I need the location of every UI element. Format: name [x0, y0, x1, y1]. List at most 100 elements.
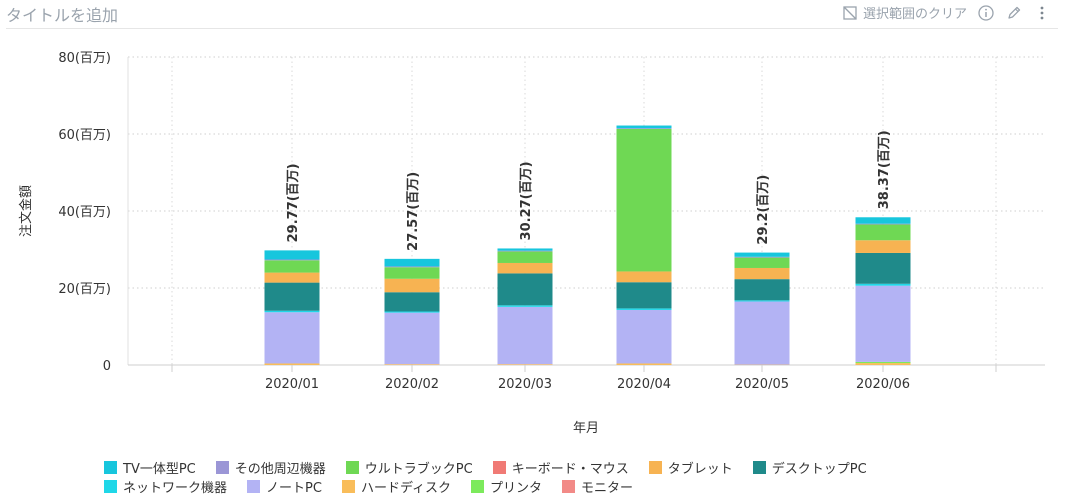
bar-segment	[734, 256, 790, 258]
x-axis-title: 年月	[573, 421, 599, 436]
bar-segment	[855, 240, 911, 253]
bar-segment	[384, 312, 440, 365]
legend-swatch	[492, 460, 506, 474]
legend-item[interactable]: ネットワーク機器	[104, 477, 227, 496]
bar-total-label: 29.2(百万)	[756, 175, 771, 245]
legend-swatch	[215, 460, 229, 474]
bar-segment	[855, 285, 911, 362]
bar-segment	[734, 300, 790, 302]
bar-segment	[264, 272, 320, 283]
bar-segment	[855, 224, 911, 241]
bar-total-label: 27.57(百万)	[406, 172, 421, 251]
bar-segment	[264, 363, 320, 365]
bar-segment	[497, 273, 553, 306]
legend-item[interactable]: モニター	[562, 477, 633, 496]
legend-label: プリンタ	[490, 480, 543, 496]
legend-item[interactable]: その他周辺機器	[215, 458, 326, 477]
bar-segment	[616, 308, 672, 310]
bar-segment	[734, 267, 790, 280]
bar-segment	[616, 309, 672, 364]
legend-label: ハードディスク	[360, 480, 452, 496]
header-divider	[6, 28, 1058, 29]
legend-item[interactable]: デスクトップPC	[752, 458, 867, 477]
legend-swatch	[648, 460, 662, 474]
bar-segment	[497, 251, 553, 263]
bar-segment	[264, 250, 320, 260]
legend-swatch	[247, 479, 261, 493]
bar-segment	[497, 305, 553, 307]
y-tick-label: 40(百万)	[58, 205, 111, 220]
bar-segment	[497, 262, 553, 274]
bar-segment	[384, 364, 440, 365]
bar-segment	[497, 250, 553, 252]
bar-segment	[497, 364, 553, 365]
bar-segment	[264, 282, 320, 311]
x-tick-label: 2020/06	[856, 377, 910, 392]
bar-segment	[616, 128, 672, 129]
legend-swatch	[562, 479, 576, 493]
legend-item[interactable]: ハードディスク	[341, 477, 452, 496]
bar-segment	[734, 279, 790, 301]
y-tick-label: 20(百万)	[58, 282, 111, 297]
x-tick-label: 2020/01	[265, 377, 319, 392]
legend-swatch	[104, 460, 117, 474]
legend-item[interactable]: ウルトラブックPC	[345, 458, 473, 477]
bar-segment	[497, 306, 553, 365]
legend-swatch	[345, 460, 359, 474]
y-axis-title: 注文金額	[18, 185, 34, 237]
legend-label: ウルトラブックPC	[364, 461, 473, 477]
bar-segment	[384, 267, 440, 279]
legend-item[interactable]: キーボード・マウス	[492, 458, 629, 477]
bar-segment	[734, 257, 790, 268]
chart-legend: TV一体型PC その他周辺機器 ウルトラブックPC キーボード・マウス タブレット デスク…	[104, 458, 1004, 496]
legend-row: ネットワーク機器 ノートPC ハードディスク プリンタ モニター	[104, 477, 1004, 496]
x-tick-label: 2020/04	[617, 377, 671, 392]
bar-segment	[855, 283, 911, 286]
y-tick-label: 80(百万)	[58, 51, 111, 66]
bar-segment	[616, 271, 672, 283]
info-icon[interactable]	[977, 4, 995, 22]
bar-segment	[616, 363, 672, 365]
chart-title[interactable]: タイトルを追加	[6, 6, 119, 25]
chart-toolbar: 選択範囲のクリア	[841, 3, 1051, 22]
bar-segment	[855, 361, 911, 364]
legend-label: その他周辺機器	[234, 461, 326, 477]
bar-segment	[264, 312, 320, 364]
chart-header: タイトルを追加 選択範囲のクリア	[0, 0, 1065, 28]
legend-swatch	[341, 479, 355, 493]
bar-total-label: 30.27(百万)	[519, 161, 534, 240]
bar-total-label: 38.37(百万)	[877, 130, 892, 209]
legend-label: ネットワーク機器	[123, 480, 228, 496]
bar-segment	[384, 311, 440, 313]
y-tick-label: 0	[103, 359, 111, 374]
bar-segment	[384, 266, 440, 268]
legend-item[interactable]: タブレット	[648, 458, 733, 477]
legend-row: TV一体型PC その他周辺機器 ウルトラブックPC キーボード・マウス タブレット デスク…	[104, 458, 1004, 477]
pencil-icon[interactable]	[1005, 4, 1023, 22]
clear-selection-label: 選択範囲のクリア	[862, 7, 967, 22]
bar-segment	[855, 252, 911, 284]
more-vertical-icon[interactable]	[1033, 4, 1051, 22]
x-tick-label: 2020/05	[735, 377, 789, 392]
bar-segment	[855, 223, 911, 225]
legend-label: TV一体型PC	[123, 461, 196, 477]
legend-swatch	[471, 479, 485, 493]
legend-label: ノートPC	[266, 480, 322, 496]
legend-item[interactable]: TV一体型PC	[104, 458, 196, 477]
legend-label: デスクトップPC	[771, 461, 867, 477]
bar-segment	[616, 282, 672, 309]
bar-segment	[264, 260, 320, 273]
legend-item[interactable]: プリンタ	[471, 477, 542, 496]
bar-segment	[616, 125, 672, 129]
legend-item[interactable]: ノートPC	[247, 477, 322, 496]
legend-swatch	[104, 479, 117, 493]
bar-segment	[616, 128, 672, 272]
bar-segment	[497, 248, 553, 251]
bar-segment	[384, 292, 440, 312]
legend-label: キーボード・マウス	[511, 461, 629, 477]
legend-label: タブレット	[667, 461, 733, 477]
bar-segment	[384, 278, 440, 293]
clear-selection-button[interactable]: 選択範囲のクリア	[841, 3, 967, 22]
bar-segment	[384, 258, 440, 267]
bar-segment	[734, 301, 790, 365]
